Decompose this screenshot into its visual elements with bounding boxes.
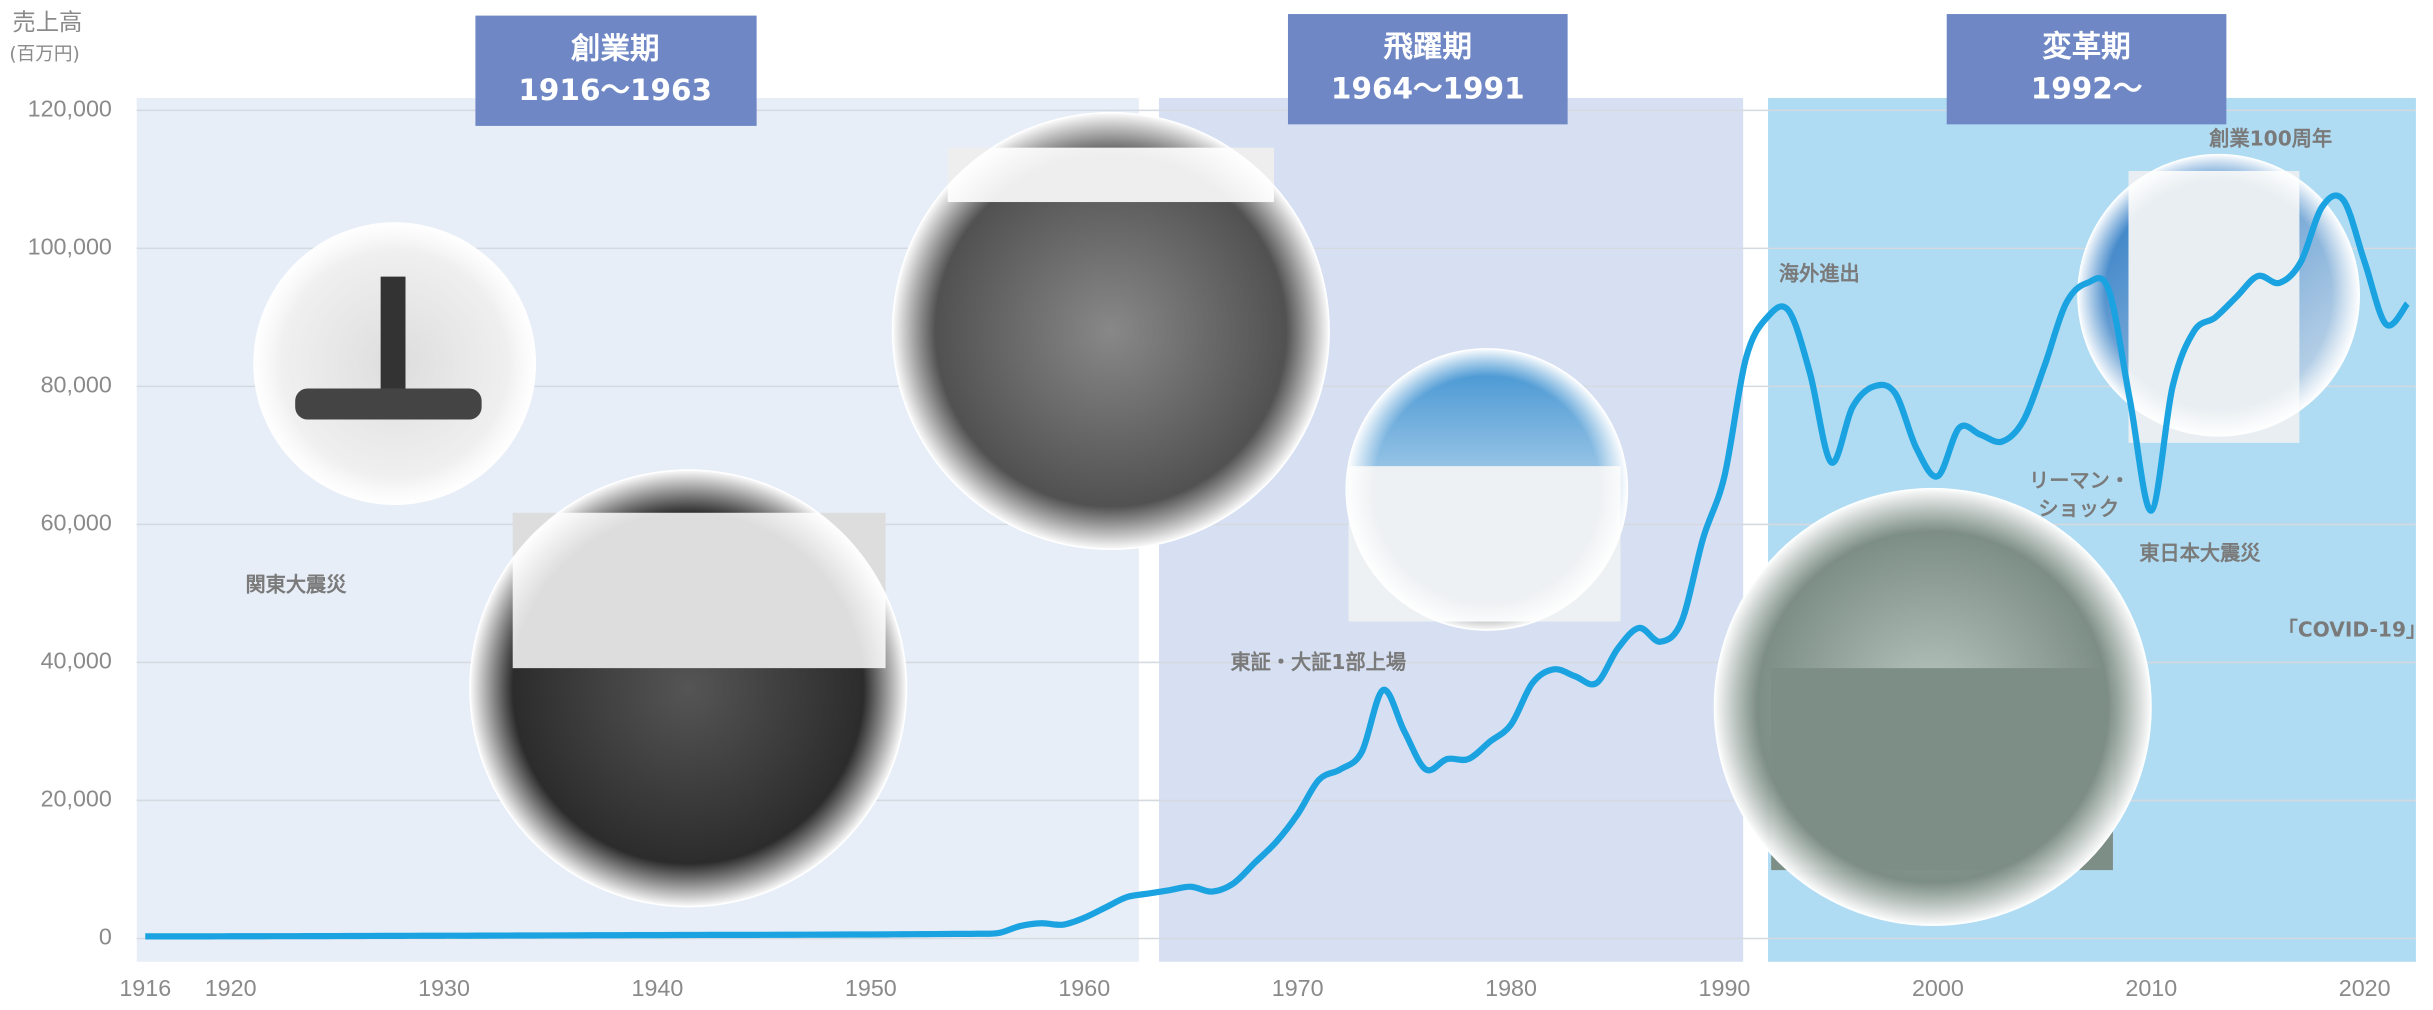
x-tick-label: 1960 <box>1058 975 1110 1001</box>
x-tick-label: 1970 <box>1272 975 1324 1001</box>
y-tick-label: 20,000 <box>41 786 112 812</box>
chart: 創業期 1916〜1963 飛躍期 1964〜1991 変革期 1992〜 売上… <box>0 0 2433 1010</box>
x-tick-label: 1990 <box>1699 975 1751 1001</box>
era-period: 1964〜1991 <box>1331 72 1525 106</box>
x-tick-label: 2010 <box>2125 975 2177 1001</box>
y-tick-label: 100,000 <box>28 234 112 260</box>
annotation: 東証・大証1部上場 <box>1230 650 1406 674</box>
era-name: 創業期 <box>571 31 660 65</box>
x-tick-label: 1930 <box>418 975 470 1001</box>
era-period: 1992〜 <box>2031 72 2143 106</box>
y-axis-unit: (百万円) <box>9 44 79 65</box>
x-tick-label: 1916 <box>119 975 171 1001</box>
x-tick-label: 1920 <box>205 975 257 1001</box>
era-period: 1916〜1963 <box>518 73 712 107</box>
annotation: 海外進出 <box>1779 262 1860 286</box>
annotation: 「COVID-19」 <box>2278 617 2427 641</box>
y-tick-label: 80,000 <box>41 372 112 398</box>
y-axis-label: 売上高 <box>12 9 82 36</box>
annotation: 関東大震災 <box>245 572 347 596</box>
annotation: 東日本大震災 <box>2139 541 2261 565</box>
x-tick-label: 1950 <box>845 975 897 1001</box>
y-tick-label: 0 <box>99 924 112 950</box>
y-tick-label: 60,000 <box>41 510 112 536</box>
y-tick-label: 120,000 <box>28 96 112 122</box>
x-tick-label: 2020 <box>2339 975 2391 1001</box>
era-name: 変革期 <box>2042 30 2131 64</box>
x-tick-label: 1980 <box>1485 975 1537 1001</box>
era-name: 飛躍期 <box>1384 30 1473 64</box>
x-tick-label: 1940 <box>632 975 684 1001</box>
y-tick-label: 40,000 <box>41 648 112 674</box>
annotation: 創業100周年 <box>2208 126 2332 150</box>
x-tick-label: 2000 <box>1912 975 1964 1001</box>
